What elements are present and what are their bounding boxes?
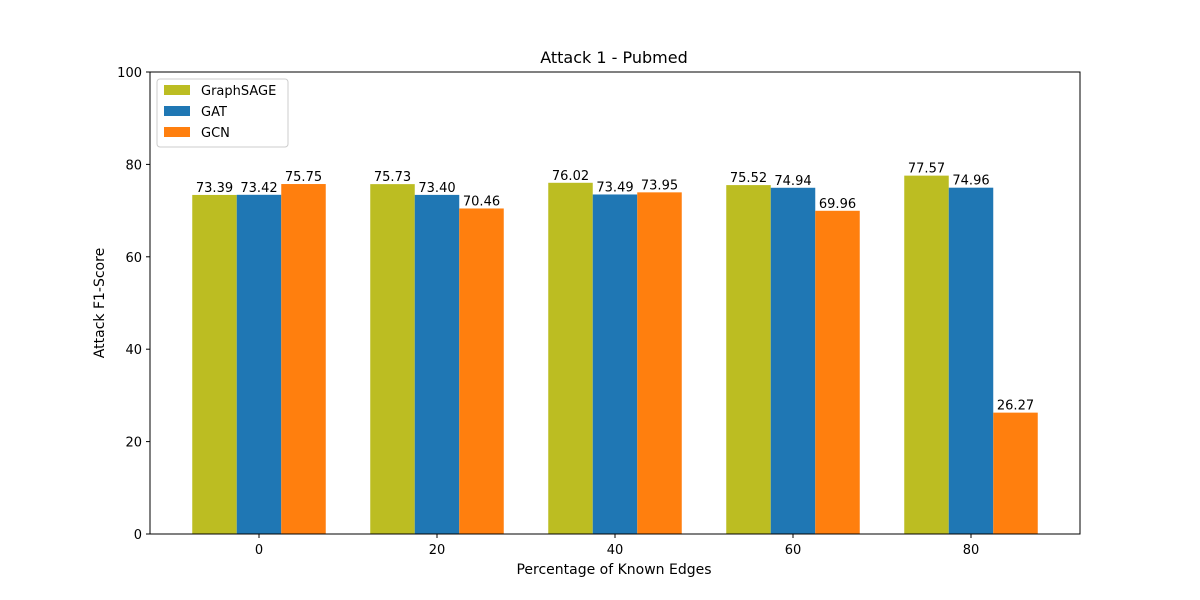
- data-label-gat-80: 74.96: [952, 174, 989, 189]
- data-label-gat-20: 73.40: [418, 181, 455, 196]
- x-tick-label-80: 80: [963, 543, 980, 558]
- y-tick-label-40: 40: [125, 343, 142, 358]
- x-axis-label: Percentage of Known Edges: [516, 562, 711, 578]
- bar-gat-80: [948, 187, 994, 534]
- data-label-gcn-40: 73.95: [641, 178, 678, 193]
- y-axis: 0 20 40 60 80 100: [117, 66, 150, 543]
- bar-gat-20: [414, 194, 460, 534]
- x-tick-label-60: 60: [785, 543, 802, 558]
- y-axis-label: Attack F1-Score: [92, 248, 108, 358]
- bar-gcn-40: [637, 192, 682, 534]
- data-label-gcn-0: 75.75: [285, 170, 322, 185]
- data-label-graphsage-0: 73.39: [196, 181, 233, 196]
- bar-graphsage-60: [726, 185, 771, 534]
- y-tick-label-100: 100: [117, 66, 142, 81]
- x-tick-label-20: 20: [429, 543, 446, 558]
- bar-gat-0: [236, 194, 282, 534]
- legend-label-graphsage: GraphSAGE: [201, 84, 276, 99]
- data-label-gcn-20: 70.46: [463, 194, 500, 209]
- data-label-gat-0: 73.42: [240, 181, 277, 196]
- legend-label-gcn: GCN: [201, 126, 230, 141]
- data-label-gcn-60: 69.96: [819, 197, 856, 212]
- data-label-graphsage-60: 75.52: [730, 171, 767, 186]
- data-label-graphsage-20: 75.73: [374, 170, 411, 185]
- data-label-gat-60: 74.94: [774, 174, 811, 189]
- x-tick-label-40: 40: [607, 543, 624, 558]
- bar-gcn-20: [459, 208, 504, 534]
- bar-graphsage-40: [548, 182, 593, 534]
- bar-gcn-60: [815, 210, 860, 535]
- legend: GraphSAGE GAT GCN: [156, 78, 289, 148]
- data-labels-layer: 73.39 75.73 76.02 75.52 77.57 73.42 73.40 73.49…: [196, 162, 1034, 414]
- x-tick-label-0: 0: [255, 543, 263, 558]
- bar-gat-60: [770, 187, 816, 534]
- legend-swatch-gcn: [164, 127, 190, 137]
- data-label-graphsage-40: 76.02: [552, 169, 589, 184]
- bar-gcn-80: [993, 412, 1038, 534]
- bar-graphsage-80: [904, 175, 949, 535]
- y-tick-label-60: 60: [125, 251, 142, 266]
- y-tick-label-80: 80: [125, 158, 142, 173]
- x-axis: 0 20 40 60 80: [255, 534, 979, 558]
- y-tick-label-0: 0: [134, 528, 142, 543]
- data-label-graphsage-80: 77.57: [908, 162, 945, 177]
- bar-graphsage-0: [192, 194, 237, 534]
- chart-title: Attack 1 - Pubmed: [540, 48, 688, 67]
- bar-gat-40: [592, 194, 638, 534]
- bar-gcn-0: [281, 184, 326, 534]
- legend-swatch-gat: [164, 106, 190, 116]
- data-label-gcn-80: 26.27: [997, 399, 1034, 414]
- data-label-gat-40: 73.49: [596, 180, 633, 195]
- bars-layer: [192, 175, 1038, 535]
- bar-graphsage-20: [370, 184, 415, 535]
- y-tick-label-20: 20: [125, 436, 142, 451]
- legend-swatch-graphsage: [164, 85, 190, 95]
- legend-label-gat: GAT: [201, 105, 227, 120]
